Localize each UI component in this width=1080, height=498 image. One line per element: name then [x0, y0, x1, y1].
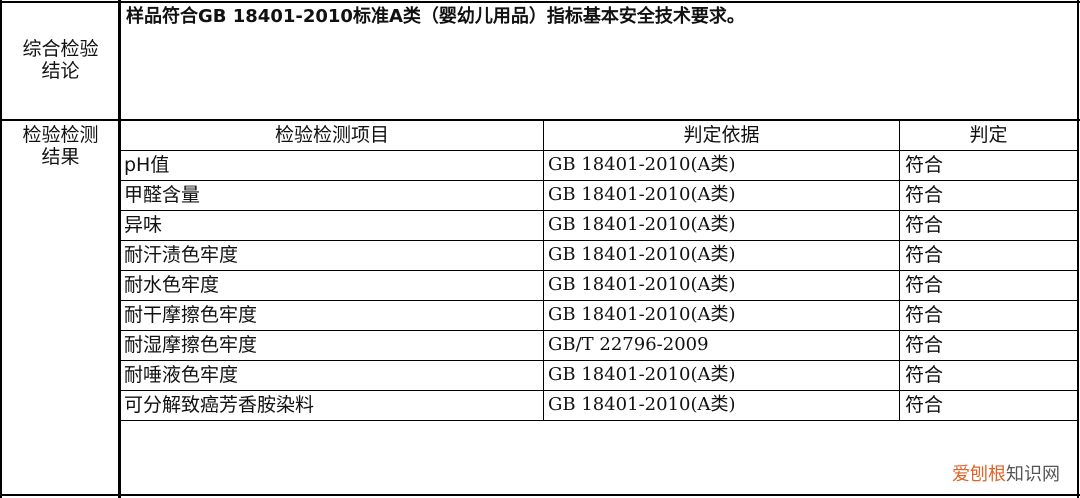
header-item: 检验检测项目: [274, 124, 389, 146]
border: [1077, 0, 1079, 498]
border: [0, 0, 2, 498]
cell-item: 甲醛含量: [124, 184, 201, 206]
row-border: [121, 330, 1078, 331]
cell-basis: GB 18401-2010(A类): [548, 364, 736, 385]
cell-item: 耐唾液色牢度: [124, 364, 239, 386]
cell-verdict: 符合: [905, 184, 944, 206]
row-border: [121, 390, 1078, 391]
header-verdict: 判定: [969, 124, 1008, 146]
results-label: 检验检测 结果: [22, 124, 99, 168]
cell-item: pH值: [124, 154, 170, 176]
cell-basis: GB 18401-2010(A类): [548, 274, 736, 295]
cell-verdict: 符合: [905, 394, 944, 416]
row-border: [121, 420, 1078, 421]
cell-item: 耐干摩擦色牢度: [124, 304, 258, 326]
row-border: [121, 180, 1078, 181]
row-border: [121, 150, 1078, 151]
watermark-part2: 知识网: [1006, 464, 1060, 485]
cell-basis: GB 18401-2010(A类): [548, 214, 736, 235]
cell-basis: GB 18401-2010(A类): [548, 184, 736, 205]
cell-verdict: 符合: [905, 154, 944, 176]
border: [0, 1, 1080, 3]
watermark-part1: 爱刨根: [952, 464, 1006, 485]
cell-basis: GB 18401-2010(A类): [548, 244, 736, 265]
conclusion-label: 综合检验 结论: [22, 38, 99, 82]
cell-item: 异味: [124, 214, 163, 236]
cell-basis: GB 18401-2010(A类): [548, 304, 736, 325]
cell-basis: GB 18401-2010(A类): [548, 154, 736, 175]
row-border: [121, 360, 1078, 361]
cell-verdict: 符合: [905, 214, 944, 236]
border: [0, 119, 1080, 121]
cell-verdict: 符合: [905, 334, 944, 356]
row-border: [121, 270, 1078, 271]
cell-item: 耐湿摩擦色牢度: [124, 334, 258, 356]
row-border: [121, 300, 1078, 301]
watermark: 爱刨根知识网: [952, 460, 1060, 486]
cell-verdict: 符合: [905, 244, 944, 266]
header-basis: 判定依据: [683, 124, 760, 146]
cell-verdict: 符合: [905, 304, 944, 326]
row-border: [121, 240, 1078, 241]
cell-verdict: 符合: [905, 274, 944, 296]
cell-item: 可分解致癌芳香胺染料: [124, 394, 315, 416]
border: [118, 0, 121, 498]
border: [0, 494, 1080, 496]
row-border: [121, 210, 1078, 211]
cell-item: 耐水色牢度: [124, 274, 220, 296]
conclusion-text: 样品符合GB 18401-2010标准A类（婴幼儿用品）指标基本安全技术要求。: [126, 6, 745, 27]
cell-item: 耐汗渍色牢度: [124, 244, 239, 266]
cell-basis: GB 18401-2010(A类): [548, 394, 736, 415]
cell-verdict: 符合: [905, 364, 944, 386]
cell-basis: GB/T 22796-2009: [548, 334, 709, 355]
